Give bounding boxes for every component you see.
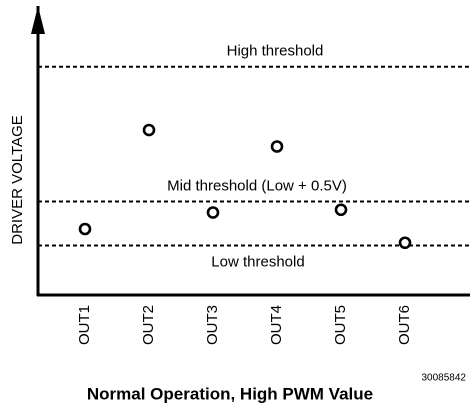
data-point: [270, 140, 284, 153]
threshold-label: High threshold: [227, 43, 324, 60]
y-axis-label: DRIVER VOLTAGE: [9, 115, 26, 244]
x-tick-label: OUT5: [332, 305, 349, 345]
data-point: [78, 222, 92, 236]
figure-id: 30085842: [422, 373, 467, 384]
x-tick-label: OUT1: [76, 305, 93, 345]
y-axis-arrow: [31, 6, 45, 34]
x-tick-label: OUT2: [140, 305, 157, 345]
data-point: [206, 206, 220, 219]
data-point: [334, 203, 348, 217]
data-point: [142, 123, 156, 137]
threshold-label: Low threshold: [211, 253, 304, 270]
chart-title: Normal Operation, High PWM Value: [87, 384, 373, 403]
x-tick-label: OUT6: [396, 305, 413, 345]
threshold-label: Mid threshold (Low + 0.5V): [167, 177, 347, 194]
x-tick-label: OUT3: [204, 305, 221, 345]
x-tick-label: OUT4: [268, 305, 285, 345]
data-point: [398, 236, 412, 250]
